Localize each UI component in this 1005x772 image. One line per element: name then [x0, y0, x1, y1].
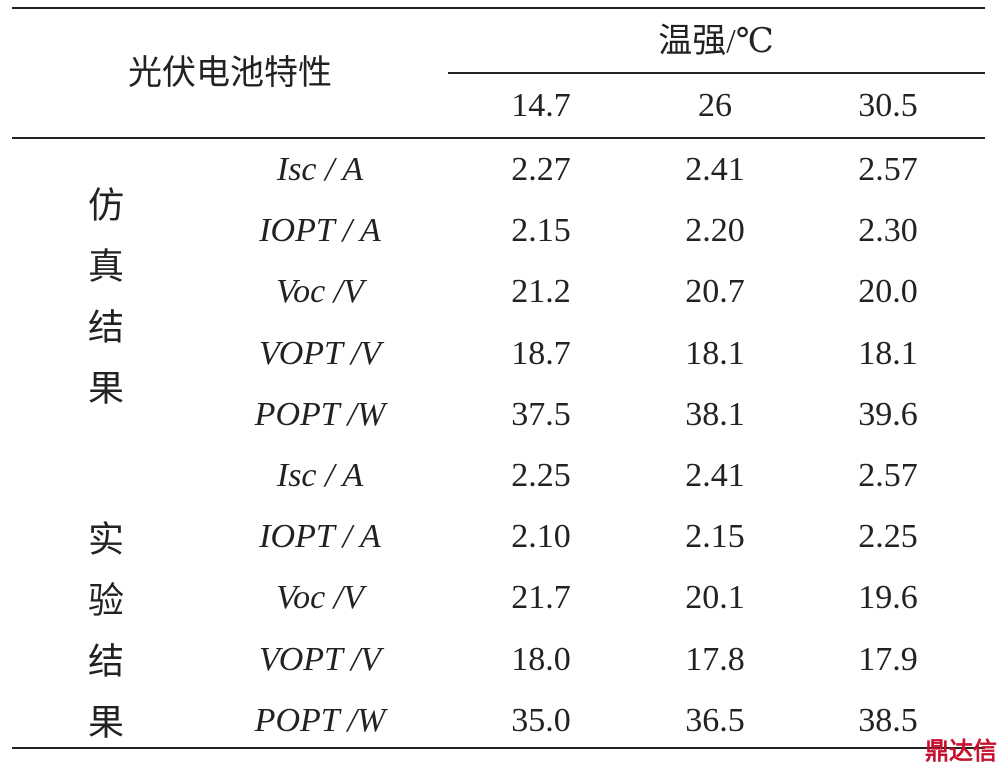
group-label: 实验结果 — [83, 520, 123, 764]
value-cell: 18.1 — [858, 334, 918, 372]
value-cell: 2.41 — [685, 151, 745, 188]
param-label: Isc / A — [276, 151, 364, 188]
value-cell: 2.15 — [511, 212, 571, 250]
value-cell: 18.7 — [511, 334, 571, 372]
column-header: 26 — [698, 87, 732, 124]
value-cell: 2.57 — [858, 151, 918, 188]
value-cell: 17.9 — [858, 640, 918, 678]
param-label: IOPT / A — [259, 212, 381, 250]
header-rule — [448, 72, 985, 74]
value-cell: 39.6 — [858, 395, 918, 433]
column-header: 14.7 — [511, 87, 571, 124]
value-cell: 2.25 — [858, 518, 918, 556]
top-rule — [12, 7, 985, 9]
param-label: Voc /V — [276, 579, 364, 617]
param-label: Voc /V — [276, 273, 364, 311]
value-cell: 20.7 — [685, 273, 745, 311]
value-cell: 2.15 — [685, 518, 745, 556]
value-cell: 2.41 — [685, 457, 745, 494]
value-cell: 2.27 — [511, 151, 571, 188]
param-label: VOPT /V — [258, 640, 382, 678]
value-cell: 2.57 — [858, 457, 918, 494]
value-cell: 18.1 — [685, 334, 745, 372]
param-label: VOPT /V — [258, 334, 382, 372]
column-header: 30.5 — [858, 87, 918, 124]
param-label: Isc / A — [276, 457, 364, 494]
value-cell: 35.0 — [511, 701, 571, 739]
value-cell: 21.7 — [511, 579, 571, 617]
value-cell: 20.0 — [858, 273, 918, 311]
value-cell: 20.1 — [685, 579, 745, 617]
value-cell: 2.20 — [685, 212, 745, 250]
value-cell: 19.6 — [858, 579, 918, 617]
group-header: 温强/℃ — [658, 23, 774, 60]
value-cell: 18.0 — [511, 640, 571, 678]
value-cell: 38.1 — [685, 395, 745, 433]
bottom-rule — [12, 747, 985, 749]
param-label: POPT /W — [254, 395, 386, 433]
value-cell: 38.5 — [858, 701, 918, 739]
value-cell: 17.8 — [685, 640, 745, 678]
param-label: POPT /W — [254, 701, 386, 739]
watermark: 鼎达信 — [925, 737, 997, 765]
param-label: IOPT / A — [259, 518, 381, 556]
value-cell: 2.10 — [511, 518, 571, 556]
row-header: 光伏电池特性 — [128, 55, 332, 92]
value-cell: 37.5 — [511, 395, 571, 433]
value-cell: 2.25 — [511, 457, 571, 494]
value-cell: 36.5 — [685, 701, 745, 739]
value-cell: 21.2 — [511, 273, 571, 311]
header-bottom-rule — [12, 137, 985, 139]
group-label: 仿真结果 — [83, 186, 123, 430]
value-cell: 2.30 — [858, 212, 918, 250]
